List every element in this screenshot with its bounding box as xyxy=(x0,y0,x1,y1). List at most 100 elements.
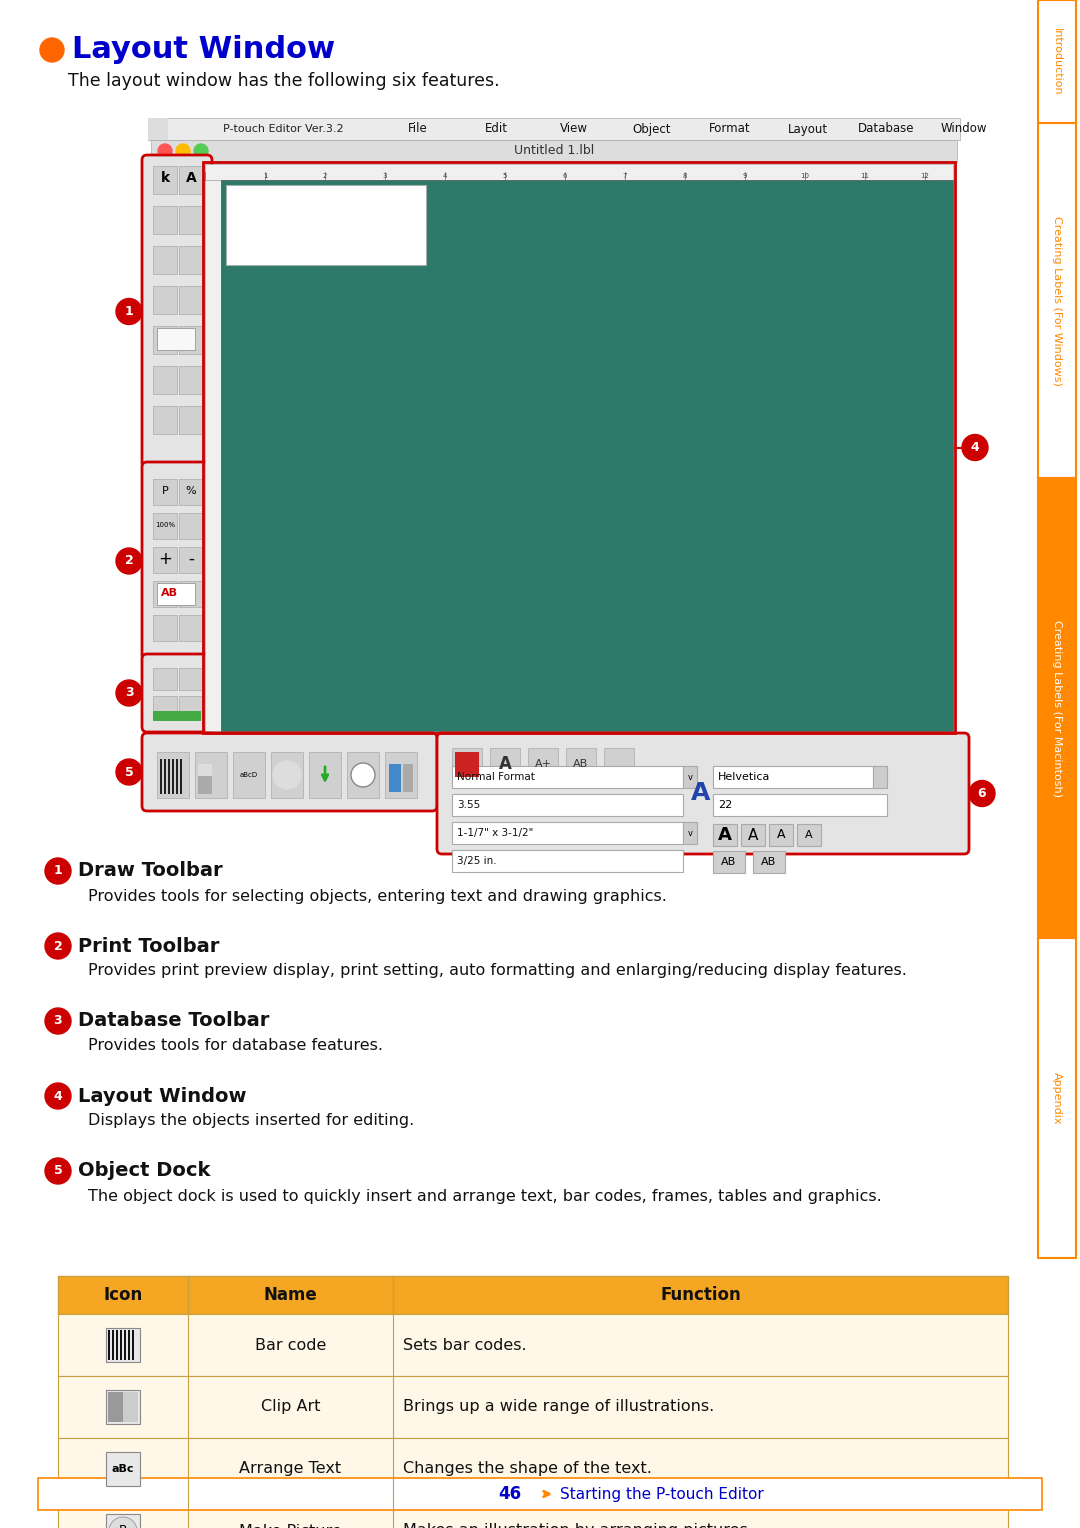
Bar xyxy=(453,850,683,872)
Circle shape xyxy=(351,762,375,787)
Text: aBc: aBc xyxy=(111,1464,134,1475)
Bar xyxy=(309,752,341,798)
Text: ⌘: ⌘ xyxy=(151,122,165,136)
Text: Format: Format xyxy=(710,122,751,136)
Bar xyxy=(195,752,227,798)
Bar xyxy=(179,478,203,504)
Text: Object: Object xyxy=(633,122,672,136)
Text: Layout: Layout xyxy=(788,122,828,136)
Text: 2: 2 xyxy=(54,940,63,952)
Bar xyxy=(683,766,697,788)
Bar xyxy=(106,1328,140,1361)
Bar xyxy=(164,759,166,795)
Bar xyxy=(116,1329,118,1360)
Bar xyxy=(566,749,596,779)
Text: Creating Labels (For Windows): Creating Labels (For Windows) xyxy=(1052,215,1062,385)
Text: 1-1/7" x 3-1/2": 1-1/7" x 3-1/2" xyxy=(457,828,534,837)
Text: 3: 3 xyxy=(382,173,388,179)
Text: Normal Format: Normal Format xyxy=(457,772,535,782)
Bar xyxy=(153,547,177,573)
FancyBboxPatch shape xyxy=(141,461,212,660)
Bar xyxy=(179,547,203,573)
Bar xyxy=(221,180,953,730)
Bar xyxy=(683,822,697,843)
Bar xyxy=(205,163,953,180)
Bar xyxy=(797,824,821,847)
Text: 11: 11 xyxy=(861,173,869,179)
Text: 9: 9 xyxy=(743,173,747,179)
Text: 3/25 in.: 3/25 in. xyxy=(457,856,497,866)
Text: %: % xyxy=(186,486,197,497)
Bar xyxy=(106,1390,140,1424)
Bar xyxy=(528,749,558,779)
Text: A: A xyxy=(806,830,813,840)
Bar xyxy=(203,162,955,733)
Text: Edit: Edit xyxy=(485,122,508,136)
Bar xyxy=(453,766,683,788)
Bar xyxy=(179,581,203,607)
Text: Function: Function xyxy=(660,1287,741,1303)
Text: A: A xyxy=(499,755,512,773)
Text: Helvetica: Helvetica xyxy=(718,772,770,782)
Text: Provides tools for selecting objects, entering text and drawing graphics.: Provides tools for selecting objects, en… xyxy=(87,888,666,903)
Circle shape xyxy=(273,761,301,788)
Bar xyxy=(153,614,177,642)
Circle shape xyxy=(45,934,71,960)
FancyBboxPatch shape xyxy=(141,654,212,732)
Text: Layout Window: Layout Window xyxy=(78,1086,246,1105)
Circle shape xyxy=(969,781,995,807)
Text: 100%: 100% xyxy=(154,523,175,529)
Circle shape xyxy=(116,680,141,706)
Text: File: File xyxy=(408,122,428,136)
FancyBboxPatch shape xyxy=(141,154,212,468)
Bar xyxy=(403,764,413,792)
Text: A: A xyxy=(718,827,732,843)
Bar xyxy=(160,759,162,795)
Bar xyxy=(153,711,201,721)
Bar xyxy=(179,668,203,691)
Text: AB: AB xyxy=(161,588,177,597)
Text: Icon: Icon xyxy=(104,1287,143,1303)
Text: A: A xyxy=(691,781,711,805)
Bar xyxy=(1038,122,1076,478)
Bar xyxy=(1038,0,1076,122)
Bar xyxy=(384,752,417,798)
Bar xyxy=(205,180,221,730)
Text: P: P xyxy=(119,1525,126,1528)
Text: 3: 3 xyxy=(124,686,133,700)
Bar xyxy=(176,759,178,795)
Bar xyxy=(873,766,887,788)
FancyBboxPatch shape xyxy=(141,733,437,811)
Bar xyxy=(108,1329,110,1360)
Circle shape xyxy=(158,144,172,157)
Bar xyxy=(198,764,212,776)
Bar xyxy=(112,1329,114,1360)
Text: Brings up a wide range of illustrations.: Brings up a wide range of illustrations. xyxy=(403,1400,714,1415)
Text: 12: 12 xyxy=(920,173,930,179)
Bar xyxy=(58,1377,1008,1438)
Text: aBcD: aBcD xyxy=(240,772,258,778)
Text: 3.55: 3.55 xyxy=(457,801,481,810)
Bar xyxy=(124,1329,126,1360)
Text: 6: 6 xyxy=(977,787,986,801)
Text: 10: 10 xyxy=(800,173,810,179)
Bar xyxy=(453,822,683,843)
Bar xyxy=(153,406,177,434)
Bar xyxy=(1038,938,1076,1258)
Text: Object Dock: Object Dock xyxy=(78,1161,211,1181)
Text: 2: 2 xyxy=(124,555,133,567)
Text: Untitled 1.lbl: Untitled 1.lbl xyxy=(514,145,594,157)
Text: A: A xyxy=(186,171,197,185)
Bar xyxy=(179,325,203,354)
Circle shape xyxy=(45,1083,71,1109)
Bar xyxy=(179,406,203,434)
Bar xyxy=(713,795,887,816)
Bar xyxy=(179,513,203,539)
Bar xyxy=(153,367,177,394)
Bar xyxy=(347,752,379,798)
Text: Print Toolbar: Print Toolbar xyxy=(78,937,219,955)
Bar xyxy=(233,752,265,798)
Bar xyxy=(604,749,634,779)
Bar xyxy=(120,1329,122,1360)
Bar xyxy=(148,118,168,141)
